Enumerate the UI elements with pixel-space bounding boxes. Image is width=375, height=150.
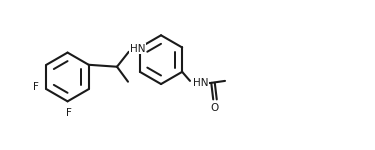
- Text: HN: HN: [193, 78, 208, 88]
- Text: F: F: [66, 108, 72, 118]
- Text: HN: HN: [130, 44, 145, 54]
- Text: O: O: [211, 103, 219, 113]
- Text: F: F: [33, 82, 39, 92]
